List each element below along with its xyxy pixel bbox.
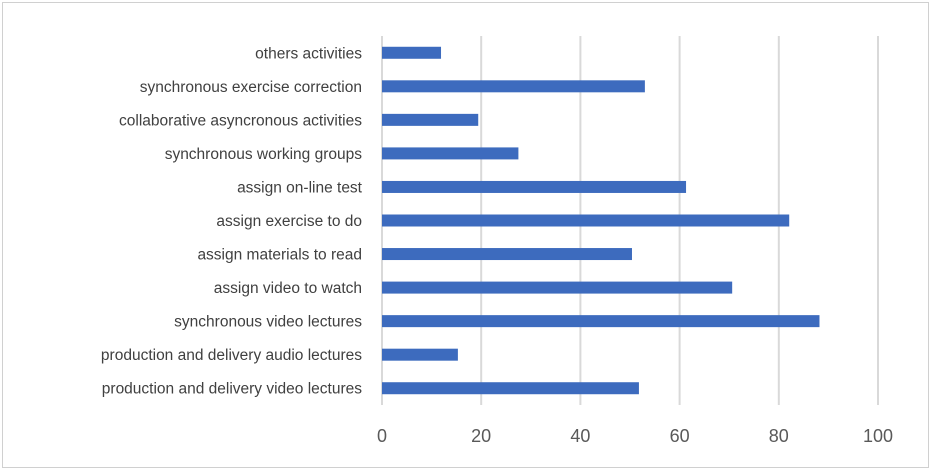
bar	[382, 348, 458, 361]
bar	[382, 248, 632, 261]
x-tick-label: 40	[570, 426, 590, 446]
bar	[382, 80, 645, 93]
bar	[382, 147, 519, 160]
category-label: synchronous video lectures	[174, 314, 362, 331]
x-tick-label: 20	[471, 426, 491, 446]
x-tick-label: 80	[769, 426, 789, 446]
chart-frame	[2, 2, 929, 468]
bar	[382, 281, 733, 294]
bar	[382, 113, 479, 126]
bar	[382, 180, 687, 193]
x-tick-label: 60	[670, 426, 690, 446]
bar	[382, 382, 639, 395]
bar	[382, 46, 442, 59]
bar	[382, 214, 790, 227]
category-label: production and delivery video lectures	[102, 381, 362, 398]
category-label: synchronous working groups	[165, 146, 363, 163]
bar	[382, 315, 820, 328]
x-tick-label: 0	[377, 426, 387, 446]
category-label: production and delivery audio lectures	[101, 347, 362, 364]
category-label: assign on-line test	[237, 179, 363, 196]
category-label: collaborative asyncronous activities	[119, 112, 362, 129]
category-label: assign materials to read	[197, 247, 362, 264]
x-tick-label: 100	[863, 426, 893, 446]
category-label: assign video to watch	[214, 280, 362, 297]
category-label: others activities	[255, 45, 362, 62]
category-label: assign exercise to do	[216, 213, 362, 230]
category-label: synchronous exercise correction	[140, 79, 362, 96]
